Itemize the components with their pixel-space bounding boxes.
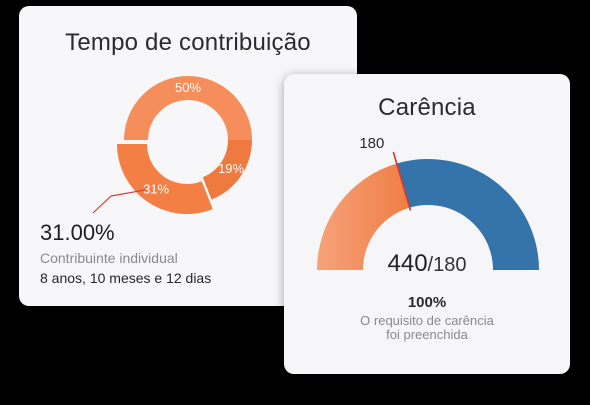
highlight-category-label: Contribuinte individual <box>40 250 178 266</box>
donut-slice-label-2: 19% <box>218 161 244 176</box>
donut-slice-label-1: 50% <box>175 80 201 95</box>
gauge-total-value: /180 <box>427 254 467 276</box>
gauge-message-line-2: foi preenchida <box>386 327 468 342</box>
donut-slice-label-3: 31% <box>143 181 169 196</box>
carencia-card: Carência 180 440/180 100% O requisito de… <box>284 74 570 374</box>
contribution-duration: 8 anos, 10 meses e 12 dias <box>40 270 212 286</box>
contribution-card-title: Tempo de contribuição <box>65 29 311 56</box>
gauge-marker-line <box>392 151 412 211</box>
gauge-message-line-1: O requisito de carência <box>360 313 494 328</box>
donut-slice-2 <box>202 140 252 200</box>
highlight-percent: 31.00% <box>40 220 115 245</box>
gauge-marker-label: 180 <box>359 135 384 152</box>
carencia-gauge: 180 <box>317 135 539 270</box>
gauge-message: O requisito de carência foi preenchida <box>284 314 570 342</box>
donut-slice-3 <box>117 144 213 214</box>
gauge-segment-blue <box>396 159 539 270</box>
donut-slice-1 <box>124 76 252 140</box>
highlight-leader-line <box>92 189 146 214</box>
contribution-donut-chart: 50% 19% 31% <box>92 76 252 214</box>
gauge-current-value: 440 <box>387 250 428 277</box>
gauge-segment-orange <box>317 163 410 270</box>
gauge-value-readout: 440/180 <box>284 250 570 278</box>
gauge-percent: 100% <box>407 294 447 311</box>
carencia-card-title: Carência <box>378 94 476 121</box>
